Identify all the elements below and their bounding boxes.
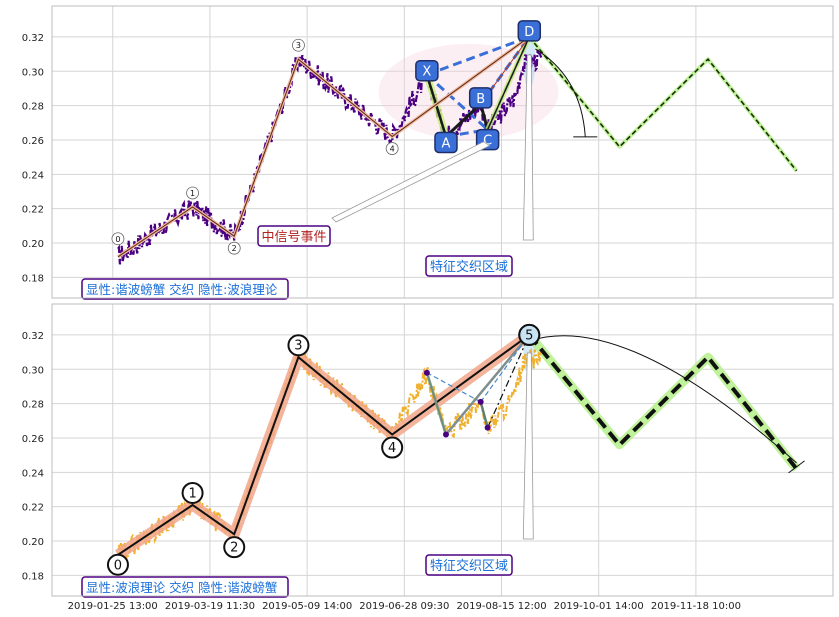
- wave-line: [117, 334, 530, 556]
- harmonic-label: B: [476, 92, 485, 107]
- wave-label-circle: [518, 323, 541, 346]
- harmonic-label: C: [483, 134, 492, 149]
- wave-line: [117, 36, 530, 258]
- wave-label: 3: [294, 339, 302, 354]
- harmonic-dashdot-line: [487, 334, 530, 428]
- harmonic-dashed-line: [426, 372, 481, 403]
- wave-label: 2: [230, 541, 238, 556]
- x-tick-label: 2019-05-09 14:00: [262, 601, 352, 612]
- x-tick-label: 2019-08-15 12:00: [456, 601, 546, 612]
- harmonic-line: [425, 372, 448, 435]
- top-info-box: [81, 278, 289, 300]
- harmonic-label-box: [468, 87, 493, 109]
- arc-indicator: [788, 460, 805, 474]
- x-tick-label: 2019-11-18 10:00: [651, 601, 741, 612]
- harmonic-solid-line: [486, 36, 530, 130]
- bottom-y-tick-label: 0.18: [22, 571, 44, 582]
- top-panel: 0.18 0.20 0.22 0.24 0.26 0.28 0.30 0.32 0 1 2 3 4 X A B…: [22, 5, 834, 300]
- harmonic-label-box: [434, 131, 458, 154]
- wave-label: 3: [296, 41, 301, 50]
- wave-label: 4: [388, 441, 396, 456]
- harmonic-label: D: [524, 25, 534, 40]
- bottom-y-tick-label: 0.20: [22, 537, 44, 548]
- harmonic-label: X: [422, 65, 431, 80]
- top-y-tick-label: 0.18: [22, 273, 44, 284]
- top-y-tick-label: 0.20: [22, 239, 44, 250]
- wave-label: 2: [232, 244, 237, 253]
- wave-label: 4: [390, 145, 395, 154]
- wave-label-circle: [292, 38, 305, 52]
- harmonic-dashed-line: [426, 35, 530, 77]
- bottom-y-tick-label: 0.32: [22, 331, 44, 342]
- bottom-forecast-line: [527, 333, 799, 471]
- x-tick-label: 2019-01-25 13:00: [68, 601, 158, 612]
- bottom-plot-frame: [51, 303, 834, 597]
- harmonic-vertex-dot: [477, 398, 484, 405]
- top-y-tick-label: 0.22: [22, 205, 44, 216]
- top-feature-zone-label: 特征交织区域: [430, 259, 508, 275]
- arc-indicator: [535, 48, 586, 137]
- wave-label-circle: [227, 241, 241, 255]
- bottom-feature-zone-label: 特征交织区域: [430, 558, 508, 574]
- harmonic-vertex-dot: [423, 369, 430, 376]
- x-tick-label: 2019-03-19 11:30: [165, 601, 255, 612]
- harmonic-label: A: [442, 137, 451, 152]
- bottom-y-tick-label: 0.22: [22, 503, 44, 514]
- wave-label: 1: [190, 189, 195, 198]
- top-y-tick-label: 0.24: [22, 170, 44, 181]
- wave-label-circle: [287, 334, 310, 357]
- bottom-zone-label-box: [425, 554, 513, 576]
- harmonic-line: [445, 334, 531, 436]
- top-forecast-line: [528, 36, 798, 172]
- wave-label: 0: [114, 558, 122, 573]
- bottom-plot-area: [52, 304, 833, 596]
- wave-label-circle: [385, 142, 399, 155]
- top-plot-frame: [51, 5, 834, 299]
- wave-label: 0: [115, 235, 120, 244]
- harmonic-line: [479, 401, 489, 428]
- top-info-label: 显性:谐波螃蟹 交织 隐性:波浪理论: [86, 282, 278, 297]
- wave-label-circle: [223, 536, 246, 559]
- bottom-info-label: 显性:波浪理论 交织 隐性:谐波螃蟹: [86, 580, 277, 595]
- top-zone-label-box: [425, 255, 513, 277]
- signal-label-box: [257, 225, 331, 247]
- wave-label-circle: [186, 186, 199, 200]
- arc-indicator: [529, 335, 797, 464]
- top-y-tick-label: 0.26: [22, 136, 44, 147]
- x-tick-label: 2019-06-28 09:30: [359, 601, 449, 612]
- bottom-info-box: [81, 576, 289, 598]
- bottom-y-tick-label: 0.24: [22, 468, 44, 479]
- bottom-y-tick-label: 0.30: [22, 365, 44, 376]
- harmonic-solid-line: [444, 102, 482, 138]
- top-y-tick-label: 0.30: [22, 67, 44, 78]
- harmonic-dashed-line: [480, 334, 530, 403]
- signal-event-label: 中信号事件: [261, 230, 326, 245]
- harmonic-label-box: [415, 59, 439, 82]
- top-y-tick-label: 0.28: [22, 102, 44, 113]
- harmonic-vertex-dot: [442, 431, 449, 438]
- bottom-price-series: [117, 348, 543, 563]
- bottom-y-tick-label: 0.26: [22, 434, 44, 445]
- bottom-y-tick-label: 0.28: [22, 400, 44, 411]
- wave-label-circle: [181, 481, 204, 504]
- top-y-tick-label: 0.32: [22, 33, 44, 44]
- harmonic-label-box: [517, 20, 542, 42]
- x-axis: 2019-01-25 13:00 2019-03-19 11:30 2019-05-…: [68, 601, 741, 612]
- x-tick-label: 2019-10-01 14:00: [554, 601, 644, 612]
- top-zone-arrow: [522, 54, 534, 241]
- bottom-zone-arrow: [522, 352, 534, 540]
- wave-label: 5: [525, 328, 533, 343]
- wave-label-circle: [381, 436, 404, 459]
- wave-label-circle: [106, 553, 129, 576]
- wave-label: 1: [188, 486, 196, 501]
- signal-arrow: [331, 141, 491, 223]
- harmonic-vertex-dot: [484, 424, 491, 431]
- bottom-panel: 0.180.200.220.240.260.280.300.320123455特…: [22, 303, 834, 598]
- wave-label-circle: [111, 232, 125, 246]
